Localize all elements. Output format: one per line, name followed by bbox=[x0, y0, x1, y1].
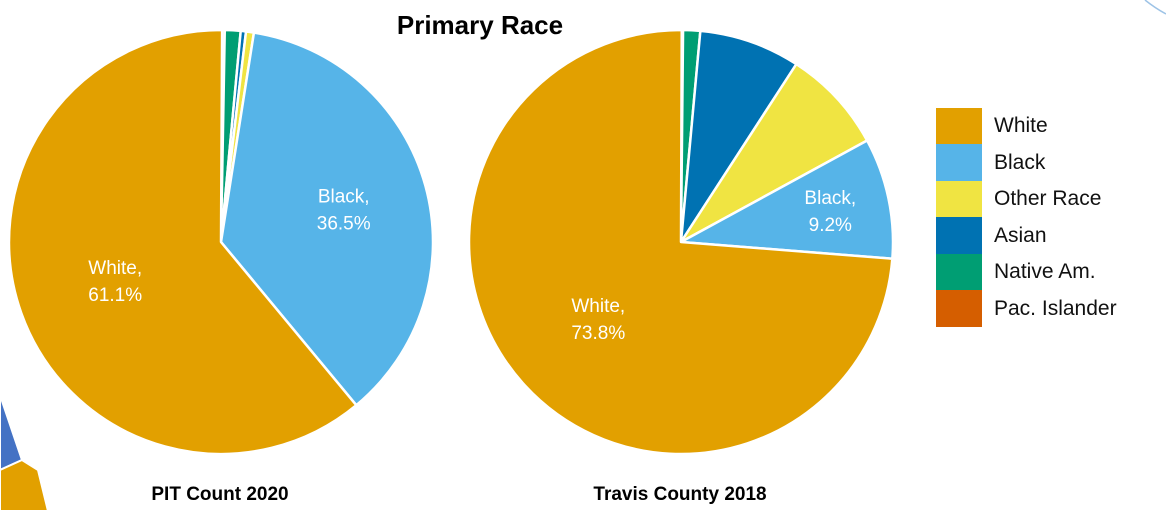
pie-slice-other-race bbox=[679, 62, 869, 244]
legend-label: Asian bbox=[994, 223, 1047, 247]
legend-item-black: Black bbox=[936, 144, 1166, 182]
legend-swatch bbox=[936, 217, 982, 255]
legend-item-native-am: Native Am. bbox=[936, 253, 1166, 291]
data-label-name: White, bbox=[88, 258, 142, 279]
data-label-value: 9.2% bbox=[809, 215, 852, 236]
legend-item-other-race: Other Race bbox=[936, 180, 1166, 218]
pie-chart-travis-county-2018: White, 73.8% Black, 9.2% bbox=[467, 28, 895, 456]
data-label-value: 73.8% bbox=[571, 323, 625, 344]
data-label-name: White, bbox=[571, 296, 625, 317]
data-label-name: Black, bbox=[318, 186, 370, 207]
pie-caption-travis-county-2018: Travis County 2018 bbox=[593, 484, 767, 505]
pie-slice-white bbox=[7, 28, 358, 456]
legend-swatch bbox=[936, 290, 982, 328]
data-label-value: 36.5% bbox=[317, 213, 371, 234]
pie-slice-black bbox=[679, 139, 895, 260]
chart-legend: White Black Other Race Asian Native Am. Pac. … bbox=[936, 107, 1166, 328]
pie-slice-black bbox=[219, 31, 435, 407]
data-label-white: White, 61.1% bbox=[88, 258, 142, 306]
legend-item-pac-islander: Pac. Islander bbox=[936, 290, 1166, 328]
legend-swatch bbox=[936, 253, 982, 291]
legend-swatch bbox=[936, 144, 982, 182]
legend-label: White bbox=[994, 114, 1048, 138]
pie-chart-pit-count-2020: White, 61.1% Black, 36.5% bbox=[7, 28, 435, 456]
legend-item-asian: Asian bbox=[936, 217, 1166, 255]
data-label-white: White, 73.8% bbox=[571, 296, 625, 344]
data-label-black: Black, 36.5% bbox=[317, 186, 371, 234]
legend-label: Black bbox=[994, 150, 1046, 174]
legend-label: Pac. Islander bbox=[994, 296, 1117, 320]
chart-title: Primary Race bbox=[396, 10, 564, 40]
legend-item-white: White bbox=[936, 107, 1166, 145]
legend-swatch bbox=[936, 107, 982, 145]
legend-swatch bbox=[936, 180, 982, 218]
data-label-black: Black, 9.2% bbox=[804, 188, 856, 236]
data-label-name: Black, bbox=[804, 188, 856, 209]
legend-label: Native Am. bbox=[994, 260, 1096, 284]
legend-label: Other Race bbox=[994, 187, 1102, 211]
pie-slice-asian bbox=[679, 29, 798, 244]
pie-caption-pit-count-2020: PIT Count 2020 bbox=[151, 484, 289, 505]
data-label-value: 61.1% bbox=[88, 285, 142, 306]
pie-slice-white bbox=[467, 28, 894, 456]
